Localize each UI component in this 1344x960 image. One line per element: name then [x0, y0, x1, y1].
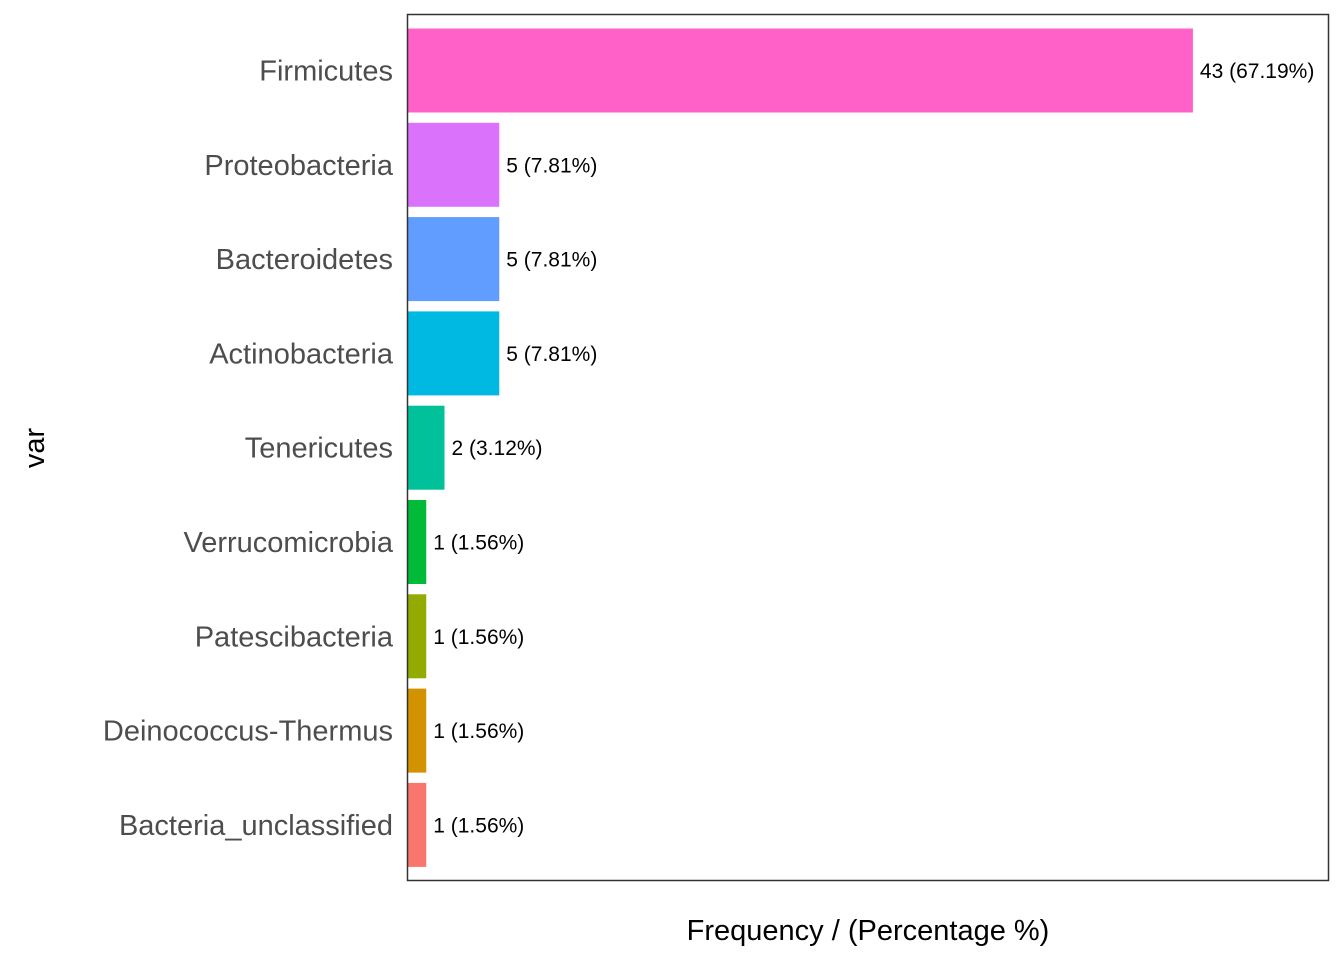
bar-bacteroidetes: [408, 217, 500, 302]
bar-verrucomicrobia: [408, 500, 427, 584]
category-label-patescibacteria: Patescibacteria: [195, 621, 394, 653]
bar-bacteria-unclassified: [408, 782, 427, 867]
data-label-verrucomicrobia: 1 (1.56%): [433, 532, 524, 555]
bar-tenericutes: [408, 405, 445, 490]
bar-proteobacteria: [408, 122, 500, 207]
category-labels: Firmicutes Proteobacteria Bacteroidetes Act…: [103, 56, 394, 842]
bars: [408, 28, 1193, 867]
category-label-tenericutes: Tenericutes: [245, 433, 393, 465]
data-labels: 43 (67.19%) 5 (7.81%) 5 (7.81%) 5 (7.81%) 2 …: [433, 60, 1314, 837]
bar-deinococcus-thermus: [408, 688, 427, 773]
data-label-patescibacteria: 1 (1.56%): [433, 626, 524, 649]
data-label-proteobacteria: 5 (7.81%): [506, 154, 597, 177]
category-label-verrucomicrobia: Verrucomicrobia: [183, 527, 393, 559]
y-axis-title: var: [19, 428, 51, 469]
category-label-actinobacteria: Actinobacteria: [209, 338, 394, 370]
data-label-tenericutes: 2 (3.12%): [452, 437, 543, 460]
category-label-firmicutes: Firmicutes: [259, 56, 393, 88]
category-label-bacteria-unclassified: Bacteria_unclassified: [119, 810, 393, 842]
bar-firmicutes: [408, 28, 1193, 113]
category-label-deinococcus-thermus: Deinococcus-Thermus: [103, 716, 393, 748]
x-axis-title: Frequency / (Percentage %): [687, 915, 1050, 947]
data-label-bacteroidetes: 5 (7.81%): [506, 249, 597, 272]
category-label-proteobacteria: Proteobacteria: [204, 150, 393, 182]
data-label-firmicutes: 43 (67.19%): [1200, 60, 1314, 83]
data-label-bacteria-unclassified: 1 (1.56%): [433, 814, 524, 837]
plot-panel-border: [406, 13, 1330, 882]
data-label-deinococcus-thermus: 1 (1.56%): [433, 720, 524, 743]
bar-actinobacteria: [408, 311, 500, 396]
bar-patescibacteria: [408, 594, 427, 679]
category-label-bacteroidetes: Bacteroidetes: [216, 244, 393, 276]
data-label-actinobacteria: 5 (7.81%): [506, 343, 597, 366]
